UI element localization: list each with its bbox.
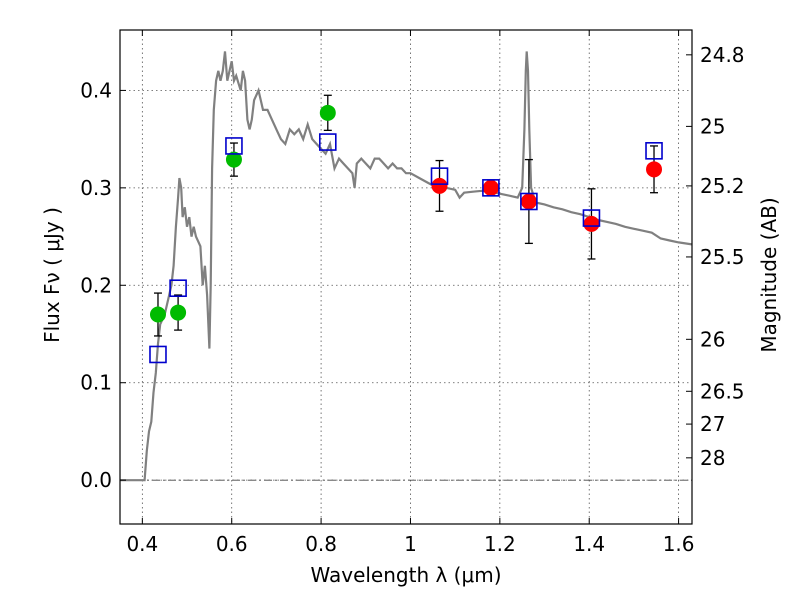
y-axis-label: Flux Fν ( μJy ) — [40, 207, 64, 343]
x-tick-label: 1.6 — [663, 532, 695, 556]
green-data-point — [170, 304, 187, 321]
model-photometry-square — [520, 192, 538, 211]
red-data-point — [646, 161, 663, 178]
red-data-point — [583, 215, 600, 232]
y-tick-label: 0.3 — [80, 176, 112, 200]
red-data-point — [482, 179, 499, 196]
model-photometry-square — [482, 179, 500, 197]
model-photometry-square — [225, 137, 243, 155]
model-photometry-square — [169, 279, 187, 298]
model-photometry-square — [318, 133, 337, 151]
y-axis-right: 24.8 25 25.2 25.5 26 26.5 27 28 — [686, 43, 745, 470]
y-tick-label: 0.1 — [80, 371, 112, 395]
mag-tick-label: 25.2 — [700, 174, 745, 198]
mag-tick-label: 26.5 — [700, 379, 745, 403]
mag-tick-label: 26 — [700, 327, 725, 351]
x-tick-label: 1 — [404, 532, 417, 556]
model-photometry-square — [430, 167, 449, 185]
green-data-point — [149, 306, 166, 323]
mag-tick-label: 24.8 — [700, 43, 745, 67]
model-photometry-square — [149, 345, 167, 364]
x-tick-label: 1.2 — [484, 532, 516, 556]
y-tick-label: 0.0 — [80, 468, 112, 492]
green-data-point — [319, 104, 336, 121]
plot-area — [120, 51, 692, 482]
x-tick-label: 0.4 — [126, 532, 158, 556]
model-photometry-square — [582, 209, 601, 227]
y-axis-left: 0.0 0.1 0.2 0.3 0.4 — [80, 78, 126, 492]
red-data-point — [431, 177, 448, 194]
red-data-point — [520, 193, 537, 210]
model-photometry-square — [645, 142, 663, 160]
mag-tick-label: 25.5 — [700, 245, 745, 269]
mag-tick-label: 27 — [700, 412, 725, 436]
green-data-point — [225, 151, 242, 168]
model-spectrum-line — [120, 51, 692, 482]
plot-frame — [119, 29, 693, 525]
mag-tick-label: 28 — [700, 446, 725, 470]
x-tick-label: 1.4 — [573, 532, 605, 556]
y-tick-label: 0.2 — [80, 273, 112, 297]
y-axis-right-label: Magnitude (AB) — [757, 197, 781, 352]
x-tick-label: 0.6 — [216, 532, 248, 556]
mag-tick-label: 25 — [700, 114, 725, 138]
y-tick-label: 0.4 — [80, 78, 112, 102]
x-tick-label: 0.8 — [305, 532, 337, 556]
x-axis-label: Wavelength λ (μm) — [310, 563, 501, 587]
x-axis: 0.4 0.6 0.8 1 1.2 1.4 1.6 — [126, 30, 695, 556]
